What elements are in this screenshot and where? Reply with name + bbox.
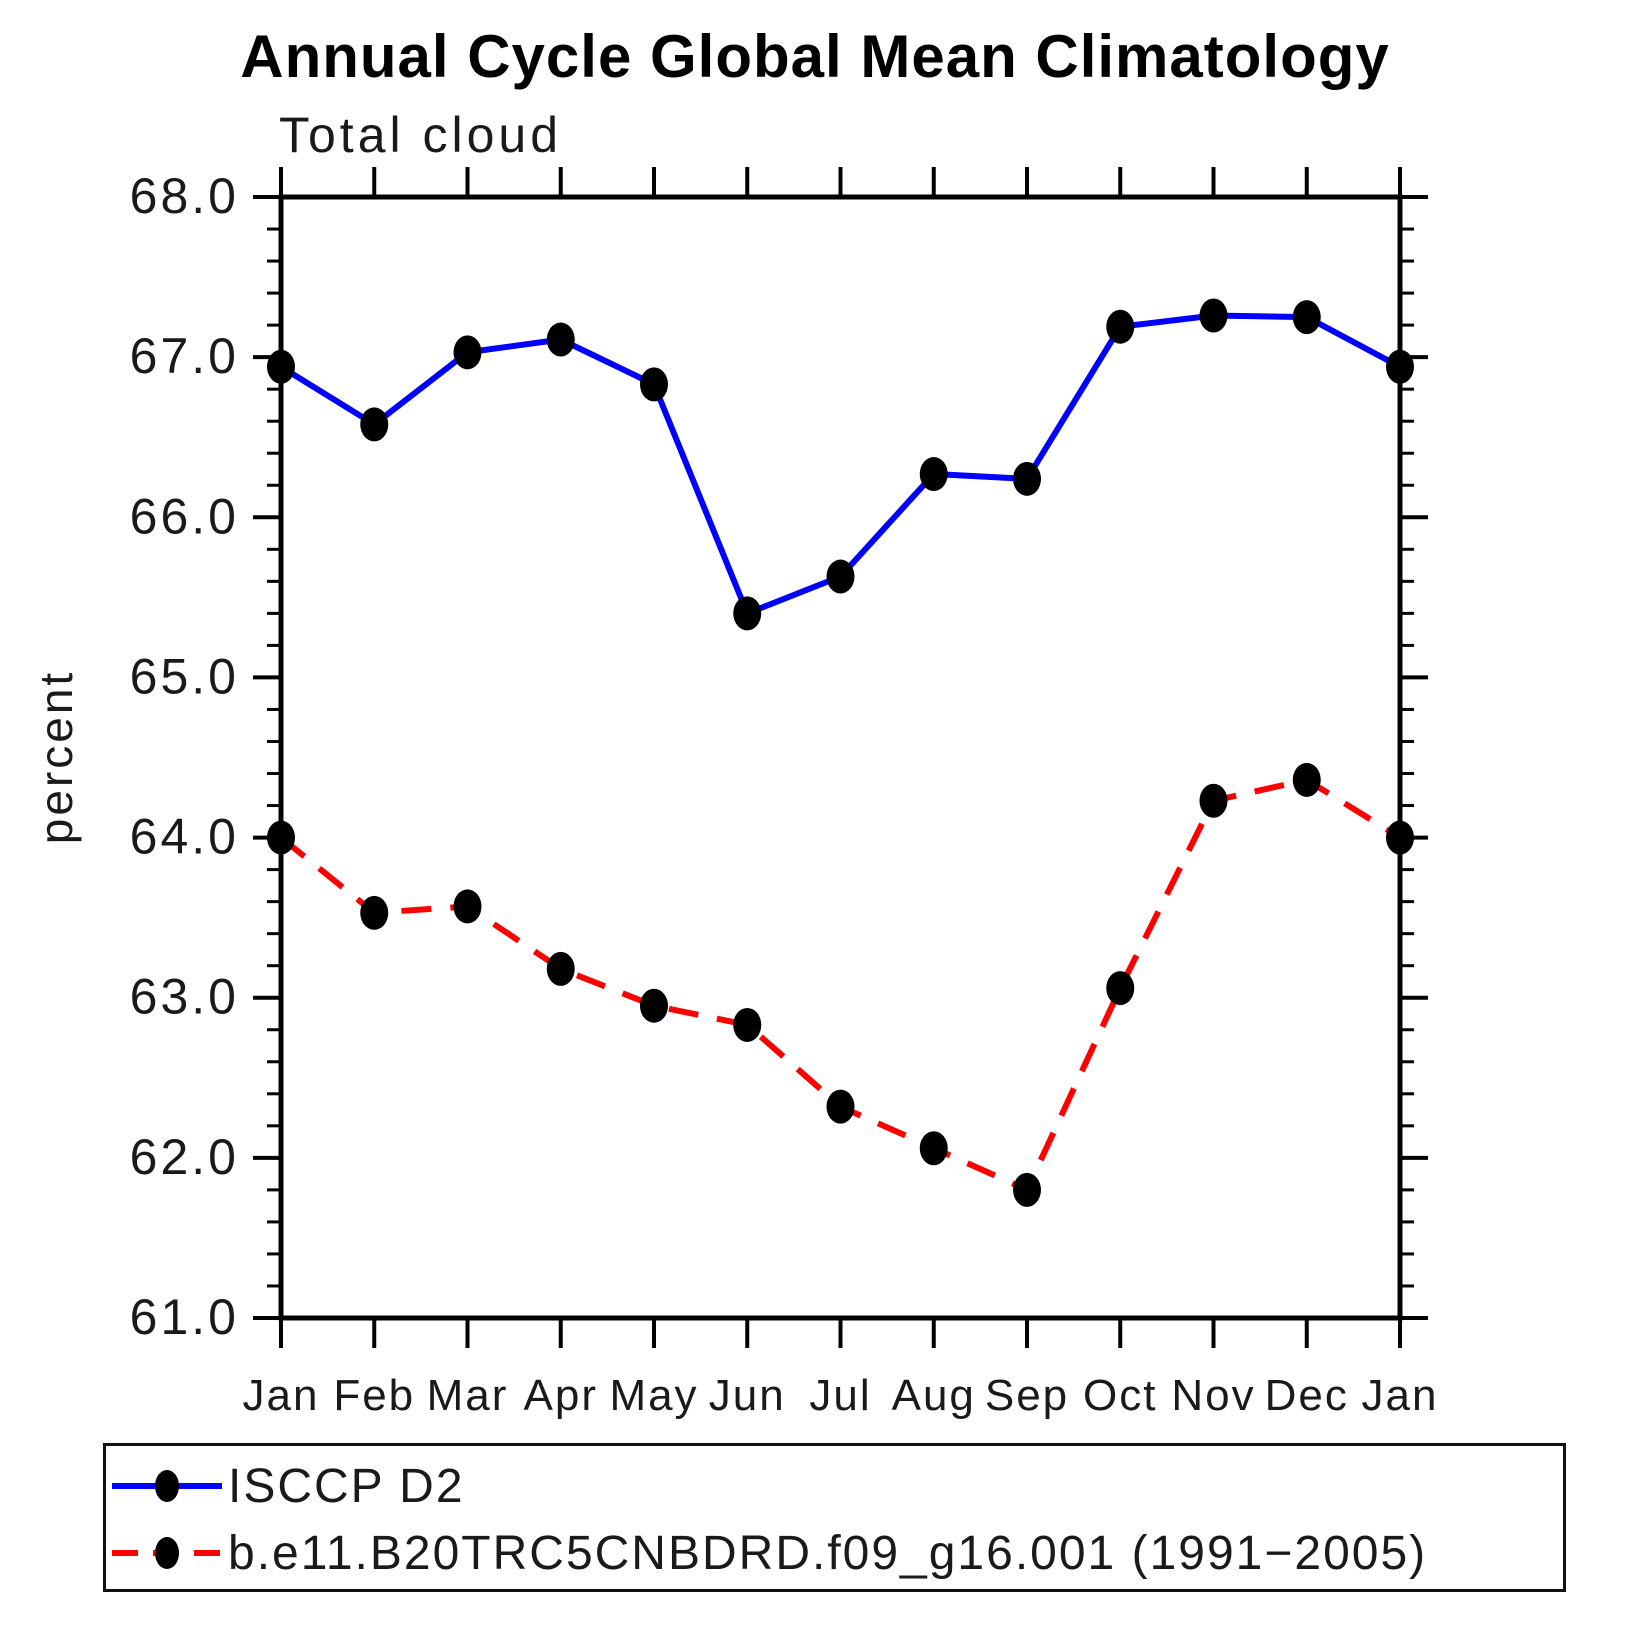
y-tick-label: 67.0 (130, 328, 239, 384)
y-tick-label: 64.0 (130, 809, 239, 865)
data-point-marker (1199, 783, 1228, 818)
y-tick-label: 62.0 (130, 1129, 239, 1185)
data-point-marker (640, 367, 668, 402)
x-tick-label: Feb (333, 1371, 415, 1420)
data-point-marker (1386, 820, 1414, 855)
data-point-marker (546, 951, 575, 986)
legend-box: ISCCP D2 b.e11.B20TRC5CNBDRD.f09_g16.001… (103, 1443, 1566, 1592)
legend-entry-observation: ISCCP D2 (108, 1460, 465, 1513)
data-point-marker (267, 349, 295, 384)
data-point-marker (546, 322, 575, 357)
data-point-marker (1013, 1172, 1041, 1207)
data-point-marker (1292, 762, 1321, 797)
legend-label-model: b.e11.B20TRC5CNBDRD.f09_g16.001 (1991−20… (228, 1526, 1428, 1580)
data-point-marker (919, 457, 948, 492)
x-tick-label: Sep (985, 1371, 1069, 1420)
x-tick-label: Aug (892, 1371, 976, 1420)
y-tick-label: 68.0 (130, 168, 239, 224)
y-tick-label: 61.0 (130, 1289, 239, 1345)
data-point-marker (453, 889, 482, 924)
data-point-marker (360, 407, 389, 442)
legend-marker-dot (155, 1537, 179, 1569)
x-tick-label: Dec (1265, 1371, 1349, 1420)
data-point-marker (1199, 298, 1228, 333)
chart-subtitle: Total cloud (279, 107, 563, 163)
data-point-marker (640, 988, 668, 1023)
data-point-marker (1106, 971, 1135, 1006)
x-tick-label: Jul (809, 1371, 871, 1420)
x-tick-label: Nov (1171, 1371, 1255, 1420)
y-tick-label: 65.0 (130, 648, 239, 704)
x-tick-label: Apr (524, 1371, 598, 1420)
y-tick-label: 66.0 (130, 488, 239, 544)
data-point-marker (733, 1007, 762, 1042)
x-tick-label: Mar (427, 1371, 509, 1420)
legend-line-sample-solid (112, 1470, 222, 1502)
data-point-marker (826, 1089, 855, 1124)
data-point-marker (360, 895, 389, 930)
legend-marker-dot (155, 1470, 179, 1502)
legend-entry-model: b.e11.B20TRC5CNBDRD.f09_g16.001 (1991−20… (108, 1527, 1427, 1580)
legend-line-sample-dashed (112, 1537, 222, 1569)
x-tick-label: Jun (709, 1371, 786, 1420)
y-tick-label: 63.0 (130, 969, 239, 1025)
data-point-marker (919, 1131, 948, 1166)
data-point-marker (1106, 309, 1135, 344)
data-point-marker (826, 559, 855, 594)
x-tick-label: May (609, 1371, 698, 1420)
data-point-marker (733, 596, 762, 631)
data-point-marker (453, 335, 482, 370)
data-point-marker (1386, 349, 1414, 384)
series-line-1 (279, 776, 1402, 1194)
chart-title: Annual Cycle Global Mean Climatology (240, 23, 1390, 90)
x-tick-label: Oct (1083, 1371, 1157, 1420)
x-tick-label: Jan (1362, 1371, 1439, 1420)
x-tick-label: Jan (243, 1371, 320, 1420)
data-point-marker (1292, 300, 1321, 335)
data-point-marker (267, 820, 295, 855)
data-point-marker (1013, 461, 1041, 496)
legend-label-observation: ISCCP D2 (228, 1459, 465, 1513)
